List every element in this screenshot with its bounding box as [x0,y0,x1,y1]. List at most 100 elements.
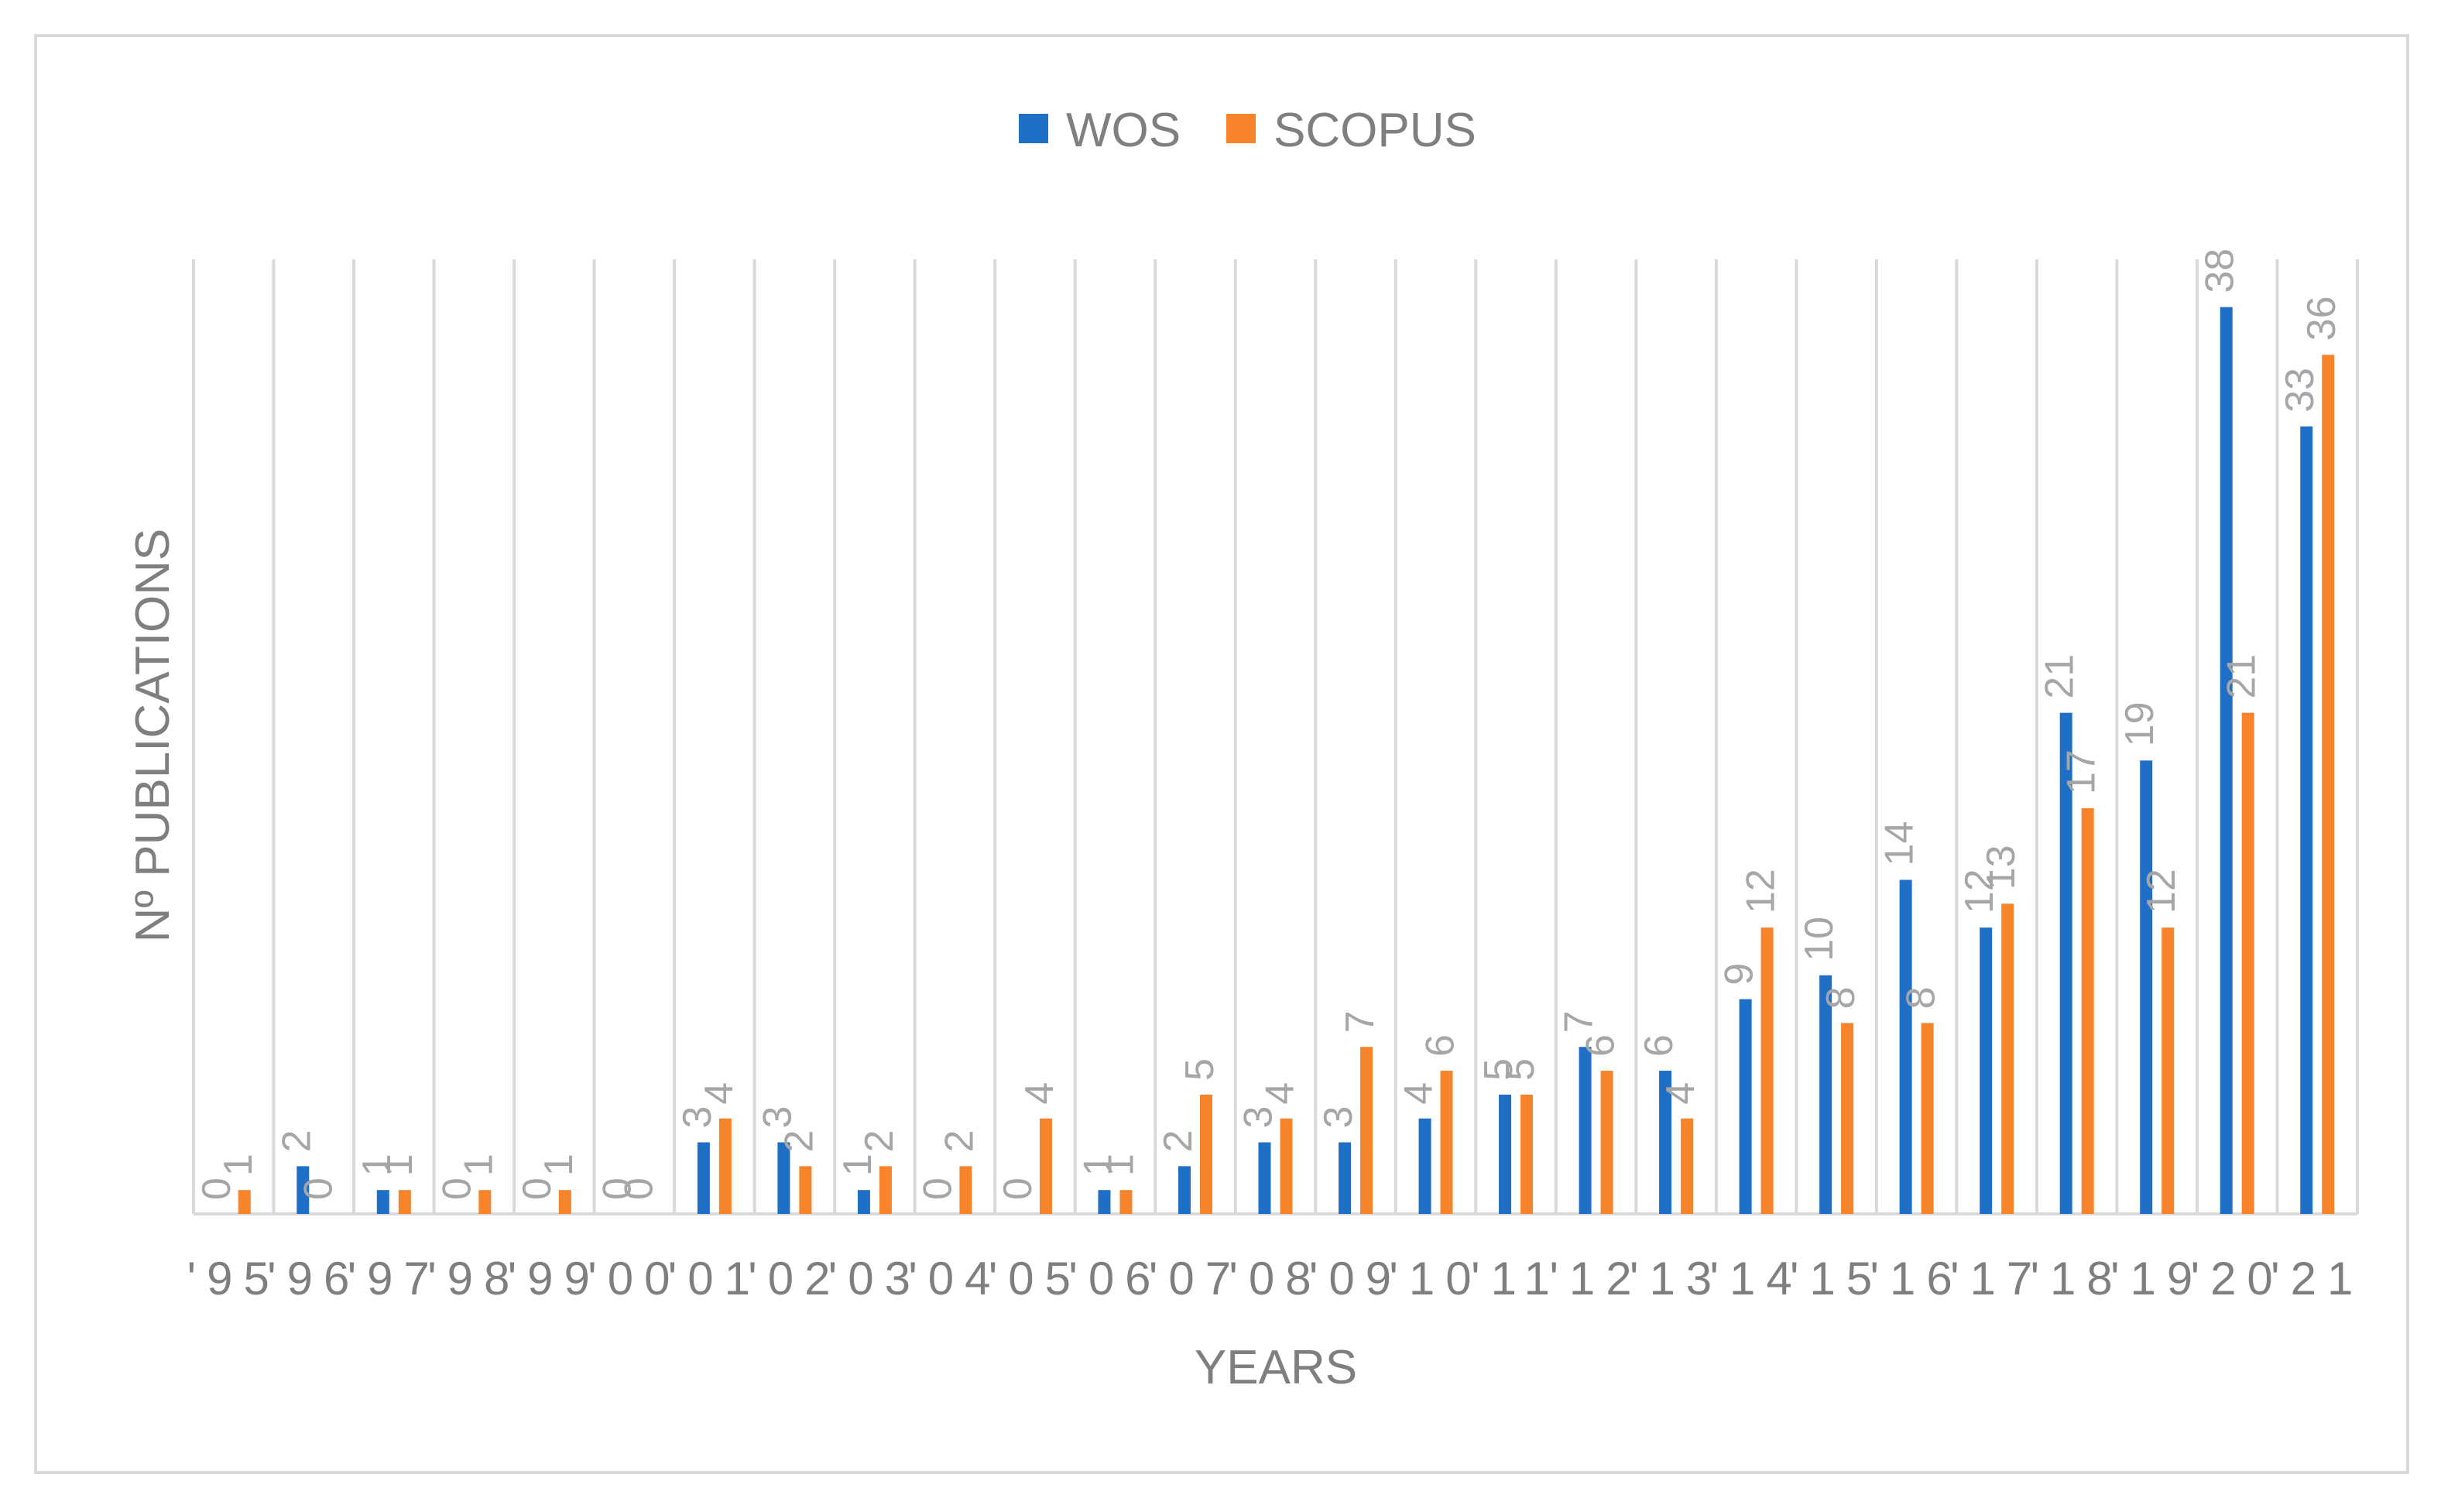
bar-wos [1899,879,1912,1214]
data-label-wos: 21 [2038,654,2083,699]
data-label-wos: 10 [1797,917,1842,962]
legend: WOS SCOPUS [1019,104,1476,157]
x-tick-label: '13 [1630,1253,1723,1305]
data-label-wos: 2 [1156,1130,1201,1152]
data-label-scopus: 1 [216,1154,261,1176]
bar-scopus [2322,355,2335,1214]
data-label-wos: 6 [1637,1034,1682,1057]
x-tick-label: '08 [1229,1253,1322,1305]
data-label-scopus: 36 [2299,296,2344,341]
legend-label-scopus: SCOPUS [1274,104,1476,157]
data-label-scopus: 5 [1178,1058,1222,1081]
legend-label-wos: WOS [1066,104,1181,157]
bar-scopus [879,1166,892,1214]
bar-scopus [2161,927,2175,1214]
bar-wos [697,1142,710,1214]
bar-scopus [2081,807,2094,1214]
data-label-scopus: 6 [1579,1034,1623,1057]
bar-scopus [1520,1094,1534,1214]
x-tick-label: '97 [348,1253,441,1305]
legend-swatch-wos [1019,114,1048,143]
data-label-scopus: 0 [616,1178,661,1200]
bar-wos [2140,760,2153,1214]
x-tick-label: '19 [2110,1253,2203,1305]
bar-scopus [1280,1118,1293,1214]
data-label-wos: 0 [194,1178,239,1200]
bar-wos [1258,1142,1271,1214]
x-axis-title: YEARS [1195,1341,1357,1394]
bar-wos [1659,1071,1672,1214]
bar-wos [1819,975,1832,1214]
x-tick-label: '18 [2031,1253,2124,1305]
bar-wos [1339,1142,1352,1214]
data-label-wos: 3 [675,1106,720,1129]
x-tick-label: '03 [828,1253,921,1305]
data-label-wos: 1 [1075,1154,1120,1176]
data-label-wos: 0 [595,1178,639,1200]
x-tick-label: '12 [1549,1253,1642,1305]
x-tick-label: '01 [668,1253,761,1305]
data-label-scopus: 21 [2220,654,2264,699]
data-label-wos: 0 [915,1178,960,1200]
bar-scopus [1681,1118,1694,1214]
bar-wos [1418,1118,1431,1214]
bar-wos [857,1190,870,1214]
chart-frame [34,34,2409,1474]
bar-scopus [1760,927,1774,1214]
data-label-wos: 14 [1877,821,1922,866]
data-label-scopus: 4 [1017,1082,1062,1105]
data-label-scopus: 1 [1097,1154,1142,1176]
x-tick-label: '98 [427,1253,520,1305]
data-label-wos: 3 [1316,1106,1361,1129]
data-label-scopus: 2 [857,1130,902,1152]
bar-scopus [1039,1118,1052,1214]
x-tick-label: '99 [508,1253,601,1305]
bar-scopus [1440,1071,1453,1214]
bar-scopus [398,1190,411,1214]
bar-wos [2220,307,2233,1214]
bar-wos [1739,999,1752,1214]
data-label-wos: 19 [2117,701,2162,746]
bar-wos [2059,712,2072,1214]
data-label-scopus: 7 [1338,1010,1383,1033]
data-label-scopus: 1 [537,1154,581,1176]
x-tick-label: '17 [1950,1253,2043,1305]
data-label-scopus: 1 [376,1154,421,1176]
bar-scopus [799,1166,812,1214]
x-tick-label: '16 [1870,1253,1963,1305]
data-label-wos: 9 [1717,963,1762,986]
bar-wos [376,1190,389,1214]
bar-scopus [1199,1094,1212,1214]
data-label-wos: 4 [1397,1082,1442,1105]
data-label-wos: 1 [355,1154,399,1176]
bar-scopus [558,1190,571,1214]
bar-scopus [959,1166,972,1214]
data-label-wos: 38 [2198,249,2243,293]
bar-wos [1499,1094,1512,1214]
data-label-scopus: 8 [1819,986,1863,1009]
data-label-scopus: 4 [697,1082,742,1105]
data-label-scopus: 12 [1739,869,1784,914]
bar-wos [297,1166,310,1214]
data-label-wos: 33 [2278,368,2323,413]
data-label-wos: 12 [1957,869,2002,914]
data-label-scopus: 0 [296,1178,341,1200]
bar-scopus [1600,1071,1613,1214]
data-label-wos: 2 [274,1130,319,1152]
bar-scopus [1921,1023,1934,1214]
data-label-wos: 0 [434,1178,479,1200]
bar-wos [2300,426,2313,1214]
data-label-wos: 5 [1476,1058,1521,1081]
bar-wos [1579,1047,1592,1214]
data-label-wos: 3 [1236,1106,1281,1129]
bars [238,307,2335,1214]
data-label-scopus: 4 [1658,1082,1703,1105]
gridlines [192,259,2359,1215]
data-label-scopus: 4 [1258,1082,1303,1105]
x-tick-label: '05 [989,1253,1082,1305]
data-label-scopus: 2 [937,1130,982,1152]
x-tick-label: '20 [2191,1253,2284,1305]
x-tick-label: '21 [2271,1253,2364,1305]
bar-scopus [718,1118,732,1214]
